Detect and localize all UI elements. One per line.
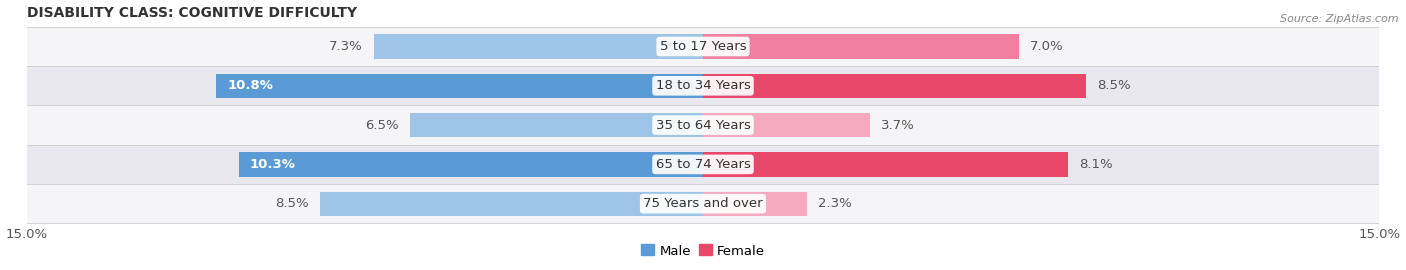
Text: 6.5%: 6.5% (366, 119, 399, 131)
Bar (374, 34, 703, 59)
Bar (703, 191, 807, 216)
Text: 10.3%: 10.3% (250, 158, 295, 171)
Text: 7.3%: 7.3% (329, 40, 363, 53)
Text: 8.1%: 8.1% (1080, 158, 1114, 171)
Bar (411, 113, 703, 137)
Text: 5 to 17 Years: 5 to 17 Years (659, 40, 747, 53)
Text: 8.5%: 8.5% (274, 197, 308, 210)
Text: 2.3%: 2.3% (818, 197, 852, 210)
Text: 7.0%: 7.0% (1031, 40, 1063, 53)
Text: 75 Years and over: 75 Years and over (643, 197, 763, 210)
Legend: Male, Female: Male, Female (636, 239, 770, 263)
Bar (27, 27, 1379, 66)
Bar (703, 34, 1018, 59)
Text: Source: ZipAtlas.com: Source: ZipAtlas.com (1281, 14, 1399, 23)
Bar (27, 145, 1379, 184)
Text: 35 to 64 Years: 35 to 64 Years (655, 119, 751, 131)
Bar (239, 152, 703, 177)
Bar (217, 74, 703, 98)
Bar (27, 66, 1379, 106)
Bar (27, 184, 1379, 223)
Text: 65 to 74 Years: 65 to 74 Years (655, 158, 751, 171)
Bar (703, 74, 1087, 98)
Bar (27, 106, 1379, 145)
Text: 18 to 34 Years: 18 to 34 Years (655, 79, 751, 92)
Text: 10.8%: 10.8% (228, 79, 273, 92)
Text: 8.5%: 8.5% (1098, 79, 1132, 92)
Text: 3.7%: 3.7% (882, 119, 915, 131)
Bar (319, 191, 703, 216)
Bar (703, 113, 870, 137)
Text: DISABILITY CLASS: COGNITIVE DIFFICULTY: DISABILITY CLASS: COGNITIVE DIFFICULTY (27, 6, 357, 19)
Bar (703, 152, 1069, 177)
